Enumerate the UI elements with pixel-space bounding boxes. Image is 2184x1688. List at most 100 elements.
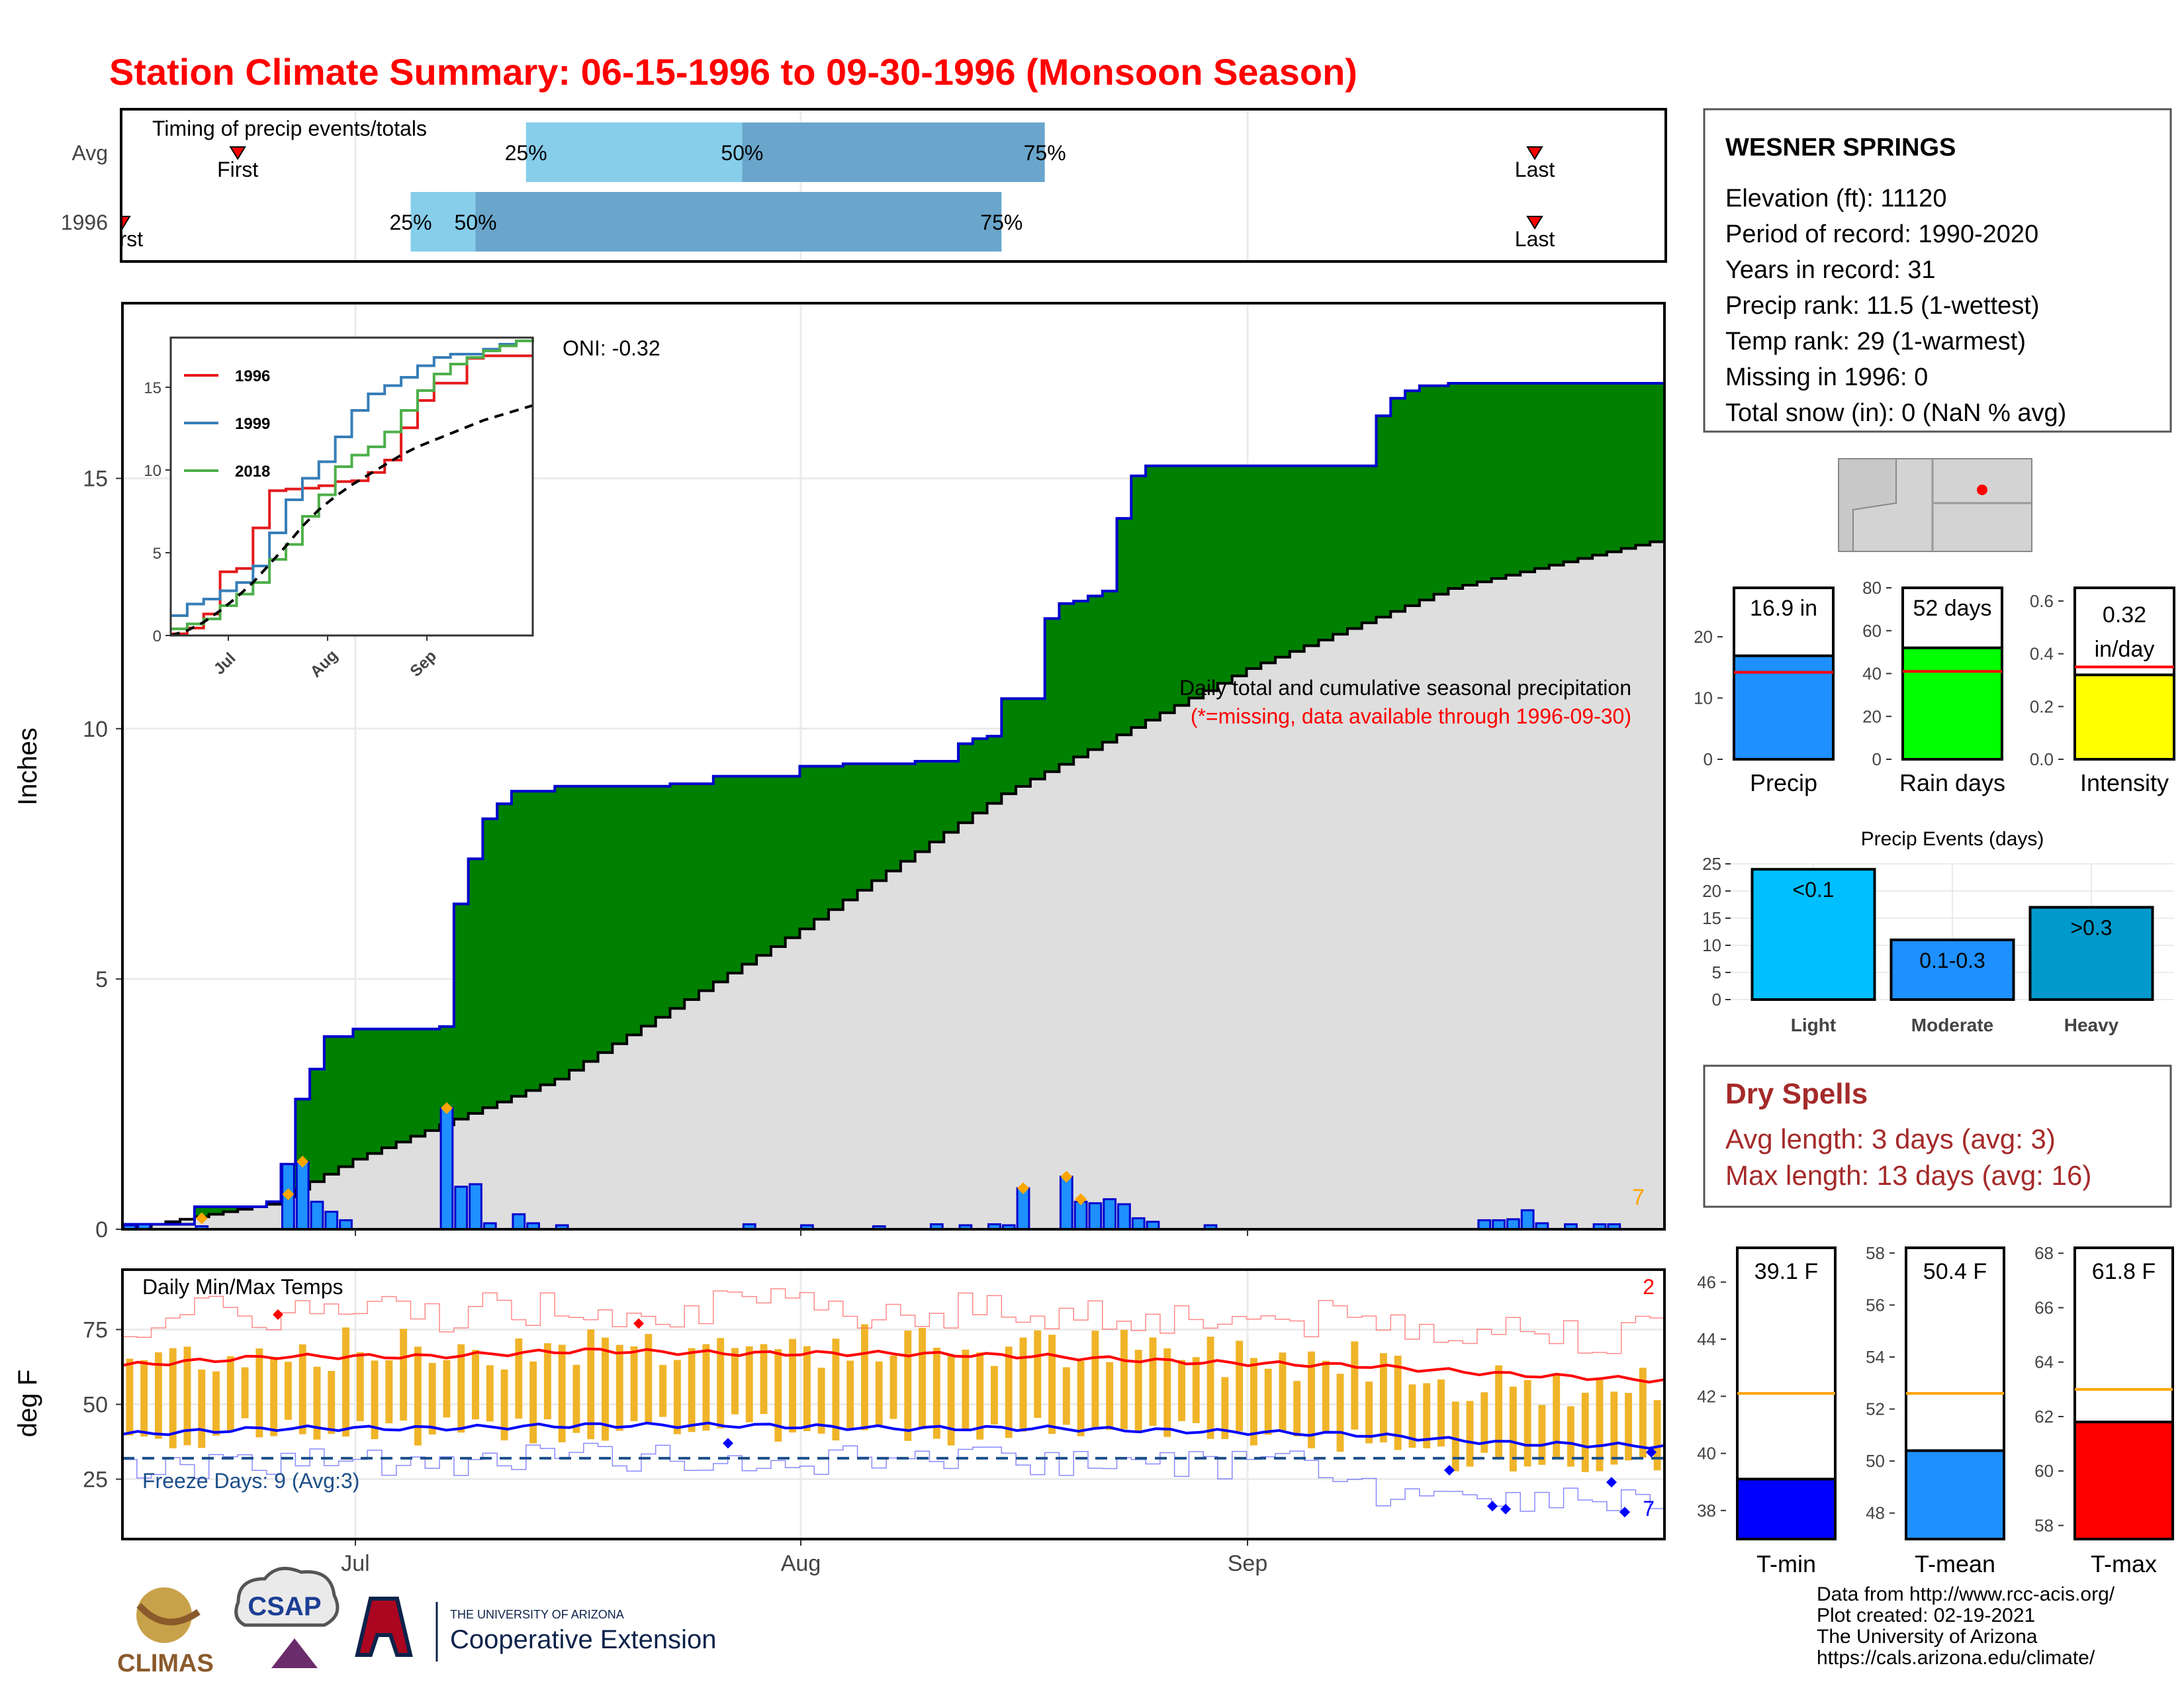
daily-temp-bar	[500, 1369, 508, 1440]
station-location-dot	[1977, 485, 1987, 495]
daily-temp-bar	[760, 1344, 768, 1415]
timing-left-mask	[0, 109, 120, 261]
daily-temp-bar	[1120, 1329, 1128, 1430]
temp-bar-y-tick-label: 62	[2034, 1407, 2054, 1427]
inset-bg	[171, 338, 533, 635]
daily-temp-bar	[342, 1327, 349, 1437]
record-max-line	[122, 1288, 1664, 1354]
daily-temp-bar	[1581, 1392, 1589, 1472]
timing-bar-q50-q75	[475, 192, 1002, 252]
station-info-line: Temp rank: 29 (1-warmest)	[1725, 328, 2026, 355]
summary-y-tick-label: 20	[1694, 627, 1713, 647]
summary-y-tick-label: 40	[1862, 664, 1882, 684]
precip-missing-count: 7	[1632, 1185, 1645, 1210]
daily-temp-bar	[572, 1364, 580, 1433]
daily-temp-bar	[1091, 1331, 1099, 1429]
daily-temp-bar	[226, 1356, 234, 1432]
ua-name-text: THE UNIVERSITY OF ARIZONA	[450, 1608, 624, 1621]
daily-temp-bar	[976, 1352, 984, 1440]
daily-temp-bar	[630, 1346, 638, 1421]
csap-logo-text: CSAP	[248, 1592, 321, 1621]
daily-precip-bar	[454, 1186, 469, 1231]
daily-temp-bar	[1149, 1337, 1157, 1427]
timing-q75-label: 75%	[980, 211, 1023, 234]
timing-q75-label: 75%	[1024, 141, 1066, 165]
daily-temp-bar	[990, 1366, 998, 1425]
freeze-days-label: Freeze Days: 9 (Avg:3)	[142, 1469, 359, 1493]
temp-bar-value-label: 61.8 F	[2092, 1259, 2156, 1284]
station-info-line: Precip rank: 11.5 (1-wettest)	[1725, 292, 2039, 320]
average-precip-area	[122, 538, 1664, 1229]
daily-temp-bar	[1322, 1360, 1330, 1432]
daily-temp-bar	[443, 1360, 451, 1418]
daily-temp-bar	[1524, 1380, 1531, 1467]
temp-bar-y-tick-label: 58	[1866, 1243, 1885, 1263]
daily-temp-bar	[428, 1362, 436, 1435]
record-high-marker	[273, 1309, 283, 1320]
daily-temp-bar	[1062, 1367, 1070, 1425]
precip-panel-frame	[121, 302, 1666, 1231]
last-marker	[1526, 146, 1543, 160]
temp-bar-y-tick-label: 54	[1866, 1347, 1885, 1367]
cumulative-precip-line	[121, 381, 1664, 1229]
daily-temp-bar	[486, 1365, 494, 1422]
daily-temp-bar	[1077, 1361, 1085, 1436]
precip-panel-subtitle: (*=missing, data available through 1996-…	[1191, 704, 1631, 728]
summary-y-tick-label: 0.6	[2030, 591, 2054, 611]
daily-temp-bar	[962, 1349, 970, 1430]
station-info-line: Elevation (ft): 11120	[1725, 185, 1946, 212]
precip-event-bar	[1889, 938, 2015, 1002]
precip-y-axis-label: Inches	[13, 727, 42, 806]
summary-bar-label: Rain days	[1899, 769, 2005, 796]
inset-line-1999	[171, 338, 534, 617]
precip-panel-title: Daily total and cumulative seasonal prec…	[1179, 676, 1631, 700]
precip-events-y-tick-label: 15	[1702, 908, 1721, 928]
temp-bar-y-tick-label: 58	[2034, 1515, 2054, 1535]
daily-temp-bar	[1351, 1341, 1359, 1430]
station-info-line: Period of record: 1990-2020	[1725, 220, 2038, 248]
daily-precip-bar	[295, 1160, 310, 1231]
temp-bar-y-tick-label: 40	[1697, 1444, 1716, 1464]
daily-temp-bar	[846, 1360, 854, 1430]
inset-legend-label: 1996	[235, 367, 270, 385]
daily-temp-bar	[1480, 1392, 1488, 1453]
daily-temp-bar	[284, 1362, 292, 1420]
temp-bar-y-tick-label: 44	[1697, 1329, 1716, 1349]
temp-y-axis-label: deg F	[13, 1370, 42, 1437]
daily-temp-bar	[933, 1347, 940, 1439]
inset-line-average	[170, 404, 533, 637]
dry-spells-box	[1703, 1064, 2172, 1208]
timing-panel-frame	[120, 108, 1667, 263]
daily-temp-bar	[745, 1346, 753, 1423]
daily-temp-bar	[832, 1338, 840, 1440]
daily-temp-bar	[889, 1355, 897, 1419]
daily-temp-bar	[313, 1366, 321, 1440]
daily-precip-bar	[310, 1200, 324, 1231]
daily-precip-bar	[1492, 1219, 1506, 1231]
timing-row-label: Avg	[71, 141, 108, 165]
inset-legend-label: 2018	[235, 463, 270, 481]
daily-temp-bar	[1106, 1362, 1114, 1430]
first-marker	[229, 146, 246, 160]
temp-bar-y-tick-label: 46	[1697, 1272, 1716, 1292]
precip-event-category: Light	[1791, 1015, 1836, 1035]
daily-temp-bar	[1336, 1374, 1344, 1452]
record-low-marker	[1606, 1477, 1617, 1488]
precip-event-bar-label: <0.1	[1792, 878, 1834, 902]
daily-temp-bar	[904, 1331, 912, 1441]
daily-precip-bar	[512, 1213, 526, 1231]
temp-summary-bar	[1736, 1477, 1837, 1541]
precip-y-tick-label: 15	[83, 467, 108, 492]
climas-logo-sun	[136, 1587, 192, 1643]
precip-events-y-tick-label: 5	[1712, 962, 1721, 982]
daily-precip-marker	[1060, 1170, 1073, 1183]
daily-temp-bar	[1553, 1373, 1561, 1460]
summary-y-tick-label: 0.4	[2030, 644, 2054, 664]
daily-temp-bar	[1293, 1381, 1301, 1436]
temp-bar-value-label: 39.1 F	[1754, 1259, 1818, 1284]
precip-y-tick-label: 10	[83, 717, 108, 742]
temp-bar-y-tick-label: 50	[1866, 1451, 1885, 1471]
daily-temp-bar	[1308, 1351, 1315, 1448]
summary-bar-label: Precip	[1750, 769, 1817, 796]
